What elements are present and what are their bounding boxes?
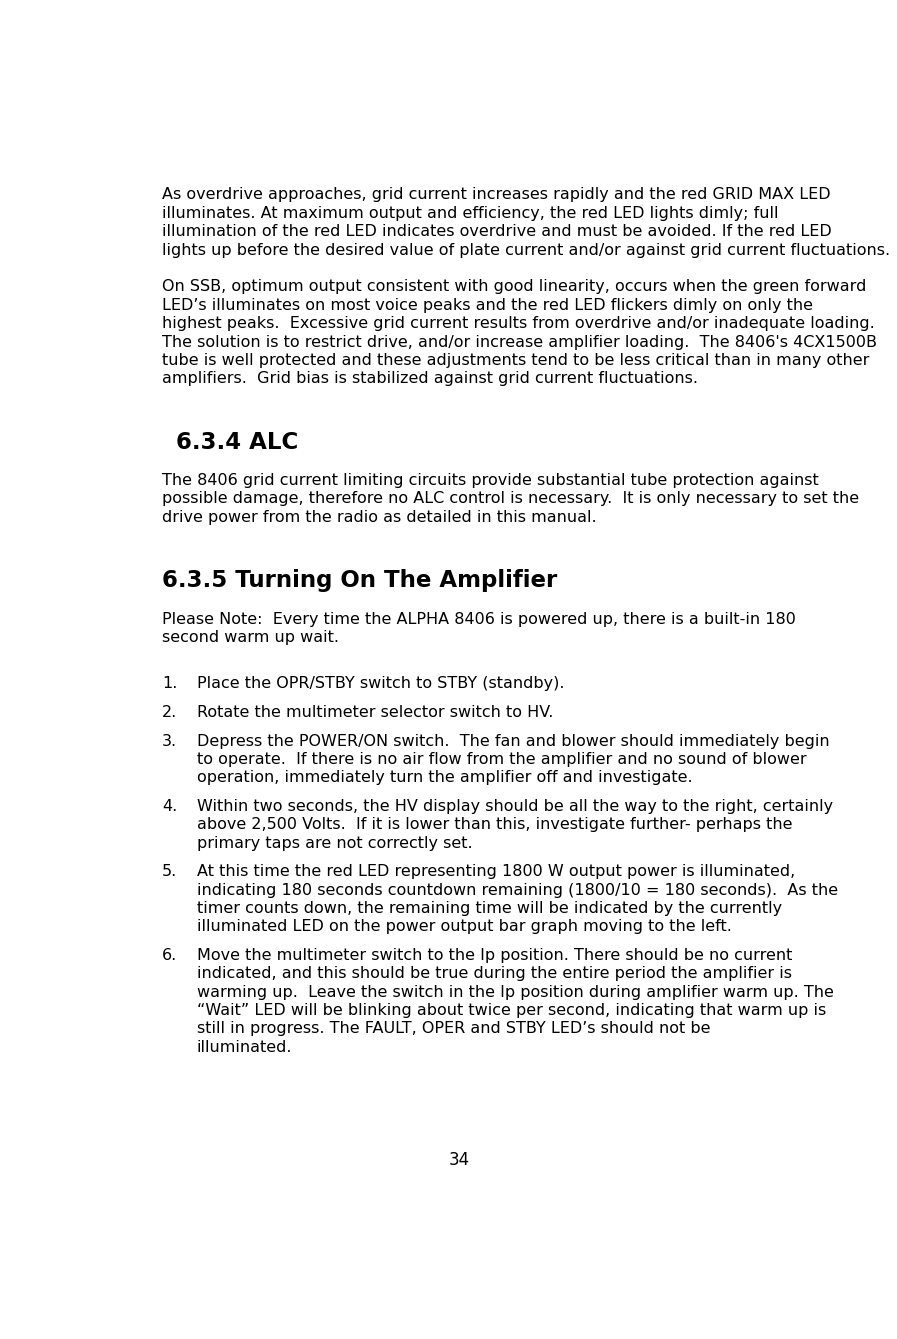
Text: 34: 34 [449, 1152, 470, 1169]
Text: operation, immediately turn the amplifier off and investigate.: operation, immediately turn the amplifie… [197, 770, 692, 785]
Text: to operate.  If there is no air flow from the amplifier and no sound of blower: to operate. If there is no air flow from… [197, 753, 806, 767]
Text: illuminates. At maximum output and efficiency, the red LED lights dimly; full: illuminates. At maximum output and effic… [162, 206, 779, 221]
Text: drive power from the radio as detailed in this manual.: drive power from the radio as detailed i… [162, 510, 597, 525]
Text: The solution is to restrict drive, and/or increase amplifier loading.  The 8406': The solution is to restrict drive, and/o… [162, 335, 877, 349]
Text: warming up.  Leave the switch in the Ip position during amplifier warm up. The: warming up. Leave the switch in the Ip p… [197, 984, 834, 1000]
Text: 1.: 1. [162, 676, 178, 691]
Text: indicating 180 seconds countdown remaining (1800/10 = 180 seconds).  As the: indicating 180 seconds countdown remaini… [197, 882, 838, 897]
Text: 2.: 2. [162, 704, 178, 720]
Text: 3.: 3. [162, 734, 178, 749]
Text: At this time the red LED representing 1800 W output power is illuminated,: At this time the red LED representing 18… [197, 864, 795, 880]
Text: possible damage, therefore no ALC control is necessary.  It is only necessary to: possible damage, therefore no ALC contro… [162, 491, 859, 506]
Text: above 2,500 Volts.  If it is lower than this, investigate further- perhaps the: above 2,500 Volts. If it is lower than t… [197, 817, 792, 833]
Text: As overdrive approaches, grid current increases rapidly and the red GRID MAX LED: As overdrive approaches, grid current in… [162, 187, 831, 202]
Text: On SSB, optimum output consistent with good linearity, occurs when the green for: On SSB, optimum output consistent with g… [162, 280, 867, 295]
Text: Move the multimeter switch to the Ip position. There should be no current: Move the multimeter switch to the Ip pos… [197, 948, 792, 963]
Text: 5.: 5. [162, 864, 178, 880]
Text: 4.: 4. [162, 799, 178, 814]
Text: LED’s illuminates on most voice peaks and the red LED flickers dimly on only the: LED’s illuminates on most voice peaks an… [162, 297, 814, 313]
Text: amplifiers.  Grid bias is stabilized against grid current fluctuations.: amplifiers. Grid bias is stabilized agai… [162, 371, 698, 386]
Text: still in progress. The FAULT, OPER and STBY LED’s should not be: still in progress. The FAULT, OPER and S… [197, 1022, 710, 1036]
Text: illuminated LED on the power output bar graph moving to the left.: illuminated LED on the power output bar … [197, 920, 732, 935]
Text: illuminated.: illuminated. [197, 1040, 292, 1055]
Text: Place the OPR/STBY switch to STBY (standby).: Place the OPR/STBY switch to STBY (stand… [197, 676, 564, 691]
Text: 6.: 6. [162, 948, 178, 963]
Text: lights up before the desired value of plate current and/or against grid current : lights up before the desired value of pl… [162, 242, 891, 257]
Text: Within two seconds, the HV display should be all the way to the right, certainly: Within two seconds, the HV display shoul… [197, 799, 833, 814]
Text: Depress the POWER/ON switch.  The fan and blower should immediately begin: Depress the POWER/ON switch. The fan and… [197, 734, 830, 749]
Text: timer counts down, the remaining time will be indicated by the currently: timer counts down, the remaining time wi… [197, 901, 782, 916]
Text: primary taps are not correctly set.: primary taps are not correctly set. [197, 836, 473, 850]
Text: indicated, and this should be true during the entire period the amplifier is: indicated, and this should be true durin… [197, 967, 792, 981]
Text: “Wait” LED will be blinking about twice per second, indicating that warm up is: “Wait” LED will be blinking about twice … [197, 1003, 826, 1018]
Text: Please Note:  Every time the ALPHA 8406 is powered up, there is a built-in 180: Please Note: Every time the ALPHA 8406 i… [162, 612, 796, 627]
Text: tube is well protected and these adjustments tend to be less critical than in ma: tube is well protected and these adjustm… [162, 353, 869, 368]
Text: Rotate the multimeter selector switch to HV.: Rotate the multimeter selector switch to… [197, 704, 553, 720]
Text: 6.3.5 Turning On The Amplifier: 6.3.5 Turning On The Amplifier [162, 569, 557, 592]
Text: 6.3.4 ALC: 6.3.4 ALC [176, 431, 299, 454]
Text: illumination of the red LED indicates overdrive and must be avoided. If the red : illumination of the red LED indicates ov… [162, 224, 832, 240]
Text: highest peaks.  Excessive grid current results from overdrive and/or inadequate : highest peaks. Excessive grid current re… [162, 316, 875, 331]
Text: second warm up wait.: second warm up wait. [162, 631, 339, 645]
Text: The 8406 grid current limiting circuits provide substantial tube protection agai: The 8406 grid current limiting circuits … [162, 473, 819, 489]
